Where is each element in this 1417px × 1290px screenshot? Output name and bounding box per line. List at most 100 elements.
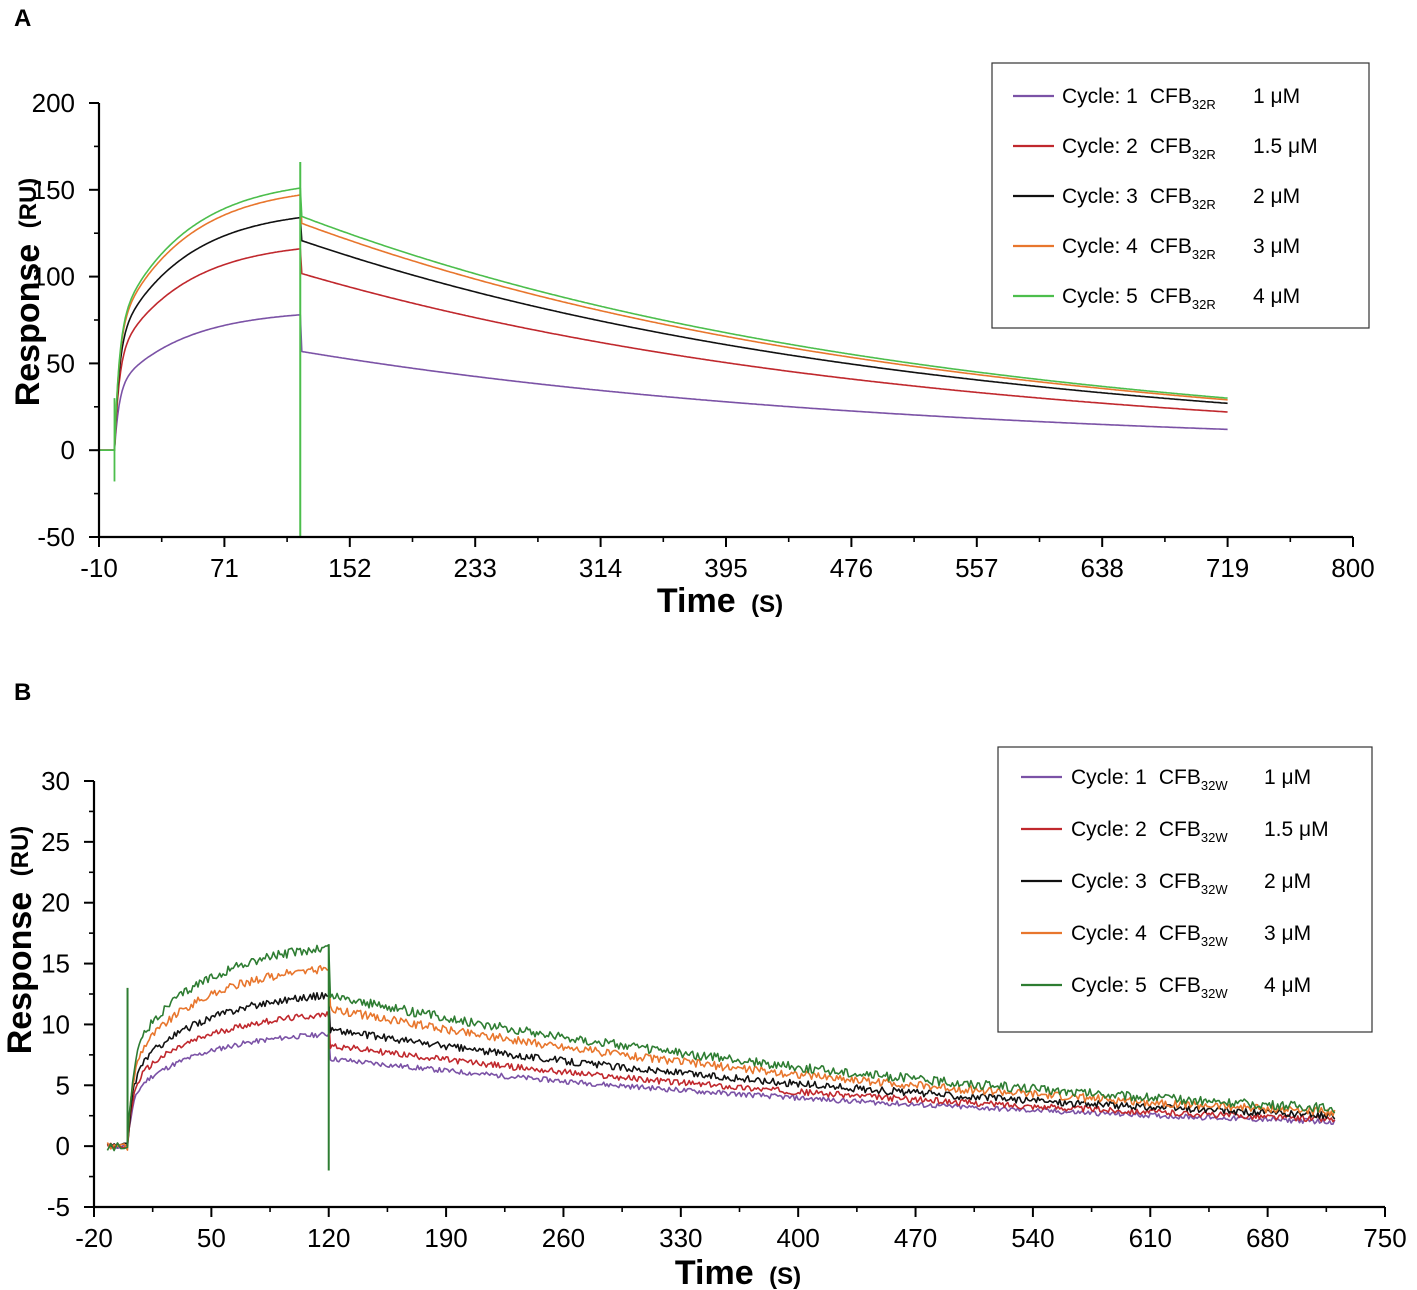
panel-a-x-axis-title: Time (657, 582, 736, 620)
panel-b-x-tick-label: 50 (197, 1223, 226, 1253)
panel-a: A -10 71 152 233 314 395 476 557 638 719 800 -50 0 50… (9, 5, 1375, 620)
panel-a-x-tick-label: 314 (579, 553, 622, 583)
panel-a-legend-compound: CFB (1150, 185, 1192, 208)
panel-b-legend-cycle: Cycle: 3 (1071, 870, 1147, 893)
panel-b-legend-concentration: 2 μM (1264, 870, 1311, 893)
svg-text:Response (RU): Response (RU) (1, 826, 39, 1055)
panel-b-legend-compound: CFB (1159, 922, 1201, 945)
panel-b-legend-compound: CFB (1159, 818, 1201, 841)
panel-b-series-line-cycle-4 (106, 965, 1336, 1151)
svg-text:Time (S): Time (S) (657, 582, 783, 620)
panel-a-y-tick-label: 100 (32, 262, 75, 292)
panel-b-legend-concentration: 1.5 μM (1264, 818, 1329, 841)
panel-b-x-tick-label: 120 (307, 1223, 350, 1253)
panel-b-x-axis-unit: (S) (769, 1263, 801, 1290)
panel-a-legend-subscript: 32R (1192, 297, 1216, 312)
panel-a-x-tick-label: 557 (955, 553, 998, 583)
panel-a-legend-cycle: Cycle: 2 (1062, 135, 1138, 158)
panel-b-legend-compound: CFB (1159, 974, 1201, 997)
panel-a-y-tick-label: 200 (32, 88, 75, 118)
panel-b-x-tick-label: 330 (659, 1223, 702, 1253)
panel-b-legend-compound: CFB (1159, 766, 1201, 789)
panel-b-legend-concentration: 4 μM (1264, 974, 1311, 997)
panel-b-legend-cycle: Cycle: 5 (1071, 974, 1147, 997)
panel-a-legend-subscript: 32R (1192, 97, 1216, 112)
panel-a-legend-subscript: 32R (1192, 197, 1216, 212)
panel-a-legend-concentration: 3 μM (1253, 235, 1300, 258)
panel-b-series-line-cycle-1 (107, 1031, 1336, 1149)
panel-a-series-line-cycle-4 (99, 194, 1228, 451)
panel-b-x-tick-label: 680 (1246, 1223, 1289, 1253)
panel-a-legend-subscript: 32R (1192, 247, 1216, 262)
panel-b-legend-compound: CFB (1159, 870, 1201, 893)
panel-b-legend-subscript: 32W (1201, 934, 1228, 949)
panel-a-x-axis-unit: (S) (751, 591, 783, 618)
panel-a-legend-cycle: Cycle: 5 (1062, 285, 1138, 308)
panel-a-series-line-cycle-1 (99, 314, 1228, 451)
panel-b-legend-entry-3: Cycle: 3 CFB32W (1071, 870, 1228, 897)
panel-a-legend-entry-4: Cycle: 4 CFB32R (1062, 235, 1216, 262)
panel-b-y-axis-unit: (RU) (7, 826, 34, 877)
panel-a-x-tick-label: -10 (80, 553, 118, 583)
panel-a-legend-cycle: Cycle: 1 (1062, 85, 1138, 108)
panel-b-legend-entry-4: Cycle: 4 CFB32W (1071, 922, 1228, 949)
panel-a-legend-compound: CFB (1150, 135, 1192, 158)
panel-b-y-tick-label: 5 (56, 1070, 70, 1100)
panel-a-y-tick-label: -50 (37, 522, 75, 552)
panel-b-legend-subscript: 32W (1201, 830, 1228, 845)
panel-a-x-tick-label: 638 (1081, 553, 1124, 583)
panel-b-legend-subscript: 32W (1201, 986, 1228, 1001)
panel-b-y-tick-label: 10 (41, 1009, 70, 1039)
panel-b-x-tick-label: 540 (1011, 1223, 1054, 1253)
panel-a-plot-area (99, 162, 1228, 537)
panel-a-x-tick-label: 152 (328, 553, 371, 583)
panel-b: B -20 50 120 190 260 330 400 470 540 610 680 750 -5 0… (1, 679, 1407, 1290)
panel-a-legend-entry-5: Cycle: 5 CFB32R (1062, 285, 1216, 312)
panel-a-y-tick-label: 50 (46, 348, 75, 378)
panel-b-y-axis-title: Response (1, 892, 39, 1055)
panel-a-x-tick-label: 476 (830, 553, 873, 583)
panel-b-x-axis-title: Time (675, 1254, 754, 1290)
panel-b-legend-subscript: 32W (1201, 778, 1228, 793)
panel-b-series-line-cycle-3 (106, 991, 1336, 1149)
panel-a-legend-compound: CFB (1150, 285, 1192, 308)
panel-b-y-tick-label: 15 (41, 949, 70, 979)
panel-b-x-tick-label: 400 (776, 1223, 819, 1253)
panel-b-series-line-cycle-5 (106, 944, 1336, 1152)
panel-b-x-tick-label: 470 (894, 1223, 937, 1253)
panel-b-x-tick-label: 260 (542, 1223, 585, 1253)
panel-a-x-tick-label: 233 (454, 553, 497, 583)
panel-a-legend-compound: CFB (1150, 235, 1192, 258)
panel-a-legend-concentration: 2 μM (1253, 185, 1300, 208)
panel-a-legend-concentration: 1.5 μM (1253, 135, 1318, 158)
panel-a-legend-subscript: 32R (1192, 147, 1216, 162)
panel-a-x-tick-label: 395 (704, 553, 747, 583)
panel-a-legend-concentration: 1 μM (1253, 85, 1300, 108)
panel-b-plot-area (106, 944, 1336, 1171)
panel-a-y-tick-label: 150 (32, 175, 75, 205)
panel-a-series-line-cycle-5 (99, 187, 1228, 451)
panel-b-legend-subscript: 32W (1201, 882, 1228, 897)
panel-a-x-tick-label: 719 (1206, 553, 1249, 583)
panel-b-x-tick-label: -20 (75, 1223, 113, 1253)
panel-b-y-tick-label: -5 (47, 1192, 70, 1222)
panel-b-legend-entry-2: Cycle: 2 CFB32W (1071, 818, 1228, 845)
panel-a-legend-cycle: Cycle: 3 (1062, 185, 1138, 208)
panel-b-label: B (14, 679, 31, 706)
panel-b-legend-concentration: 3 μM (1264, 922, 1311, 945)
panel-a-legend-compound: CFB (1150, 85, 1192, 108)
panel-b-legend-concentration: 1 μM (1264, 766, 1311, 789)
panel-a-y-axis-title: Response (9, 244, 47, 407)
panel-b-y-tick-label: 30 (41, 766, 70, 796)
panel-b-x-tick-label: 190 (424, 1223, 467, 1253)
panel-a-legend-concentration: 4 μM (1253, 285, 1300, 308)
panel-b-y-tick-label: 20 (41, 888, 70, 918)
panel-b-axes: -20 50 120 190 260 330 400 470 540 610 680 750 -5 0 5 1… (41, 766, 1407, 1253)
panel-b-legend-cycle: Cycle: 2 (1071, 818, 1147, 841)
panel-a-legend-box (991, 62, 1370, 329)
svg-text:Response (RU): Response (RU) (9, 178, 47, 407)
panel-a-y-axis-unit: (RU) (15, 178, 42, 229)
